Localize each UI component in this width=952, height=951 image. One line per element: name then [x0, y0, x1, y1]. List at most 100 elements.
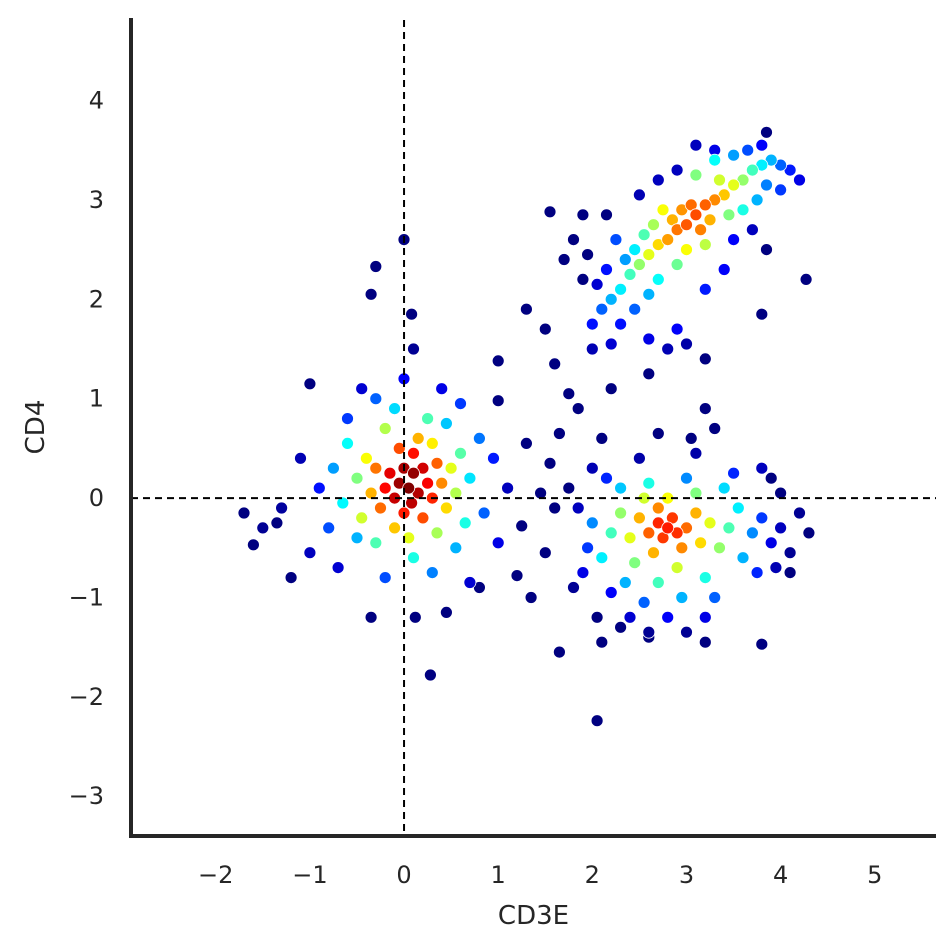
- data-point: [600, 471, 613, 485]
- data-point: [708, 422, 722, 435]
- data-point: [472, 431, 486, 445]
- data-point: [388, 402, 402, 416]
- x-axis-ticks: −2 −1 0 1 2 3 4 5: [198, 861, 882, 889]
- y-tick-label: 1: [89, 385, 104, 413]
- data-point: [623, 610, 637, 624]
- data-point: [614, 481, 627, 495]
- data-point: [553, 645, 566, 659]
- x-tick-label: 5: [867, 861, 882, 889]
- data-point: [731, 501, 745, 515]
- data-point: [538, 322, 552, 336]
- data-point: [799, 272, 813, 286]
- data-point: [642, 287, 656, 301]
- data-point: [642, 367, 656, 381]
- data-point: [727, 466, 740, 480]
- data-point: [369, 392, 383, 406]
- y-tick-label: 4: [89, 87, 104, 115]
- data-point: [717, 481, 731, 495]
- data-point: [651, 576, 665, 589]
- data-point: [402, 481, 416, 495]
- y-tick-label: −2: [69, 683, 104, 711]
- data-point: [609, 233, 623, 247]
- data-point: [303, 377, 317, 391]
- data-point: [538, 546, 552, 560]
- data-point: [571, 501, 585, 515]
- data-point: [407, 342, 420, 356]
- data-point: [515, 519, 529, 533]
- data-point: [454, 397, 467, 411]
- data-point: [595, 551, 609, 565]
- data-point: [510, 569, 524, 582]
- data-point: [581, 248, 594, 262]
- data-point: [736, 203, 750, 217]
- data-point: [793, 173, 806, 187]
- data-point: [680, 625, 693, 639]
- data-point: [651, 427, 665, 440]
- data-point: [595, 302, 609, 316]
- data-point: [590, 277, 604, 291]
- data-point: [449, 541, 463, 555]
- data-point: [571, 402, 585, 416]
- data-point: [769, 561, 783, 574]
- data-point: [746, 163, 759, 177]
- data-point: [618, 253, 632, 266]
- data-point: [369, 260, 383, 273]
- data-point: [670, 258, 684, 271]
- data-point: [585, 461, 599, 475]
- data-point: [600, 263, 613, 276]
- data-point: [439, 417, 453, 430]
- x-tick-label: 1: [491, 861, 506, 889]
- data-point: [703, 516, 717, 530]
- data-point: [237, 506, 251, 520]
- data-point: [411, 431, 425, 445]
- data-point: [576, 272, 590, 286]
- data-point: [439, 501, 453, 515]
- data-point: [463, 471, 477, 485]
- data-point: [727, 148, 740, 162]
- data-point: [590, 714, 604, 728]
- data-point: [698, 571, 712, 584]
- data-point: [487, 451, 500, 465]
- data-point: [760, 243, 773, 257]
- data-point: [444, 461, 458, 475]
- data-point: [637, 596, 651, 609]
- data-point: [708, 591, 722, 604]
- data-point: [604, 526, 618, 540]
- y-tick-label: 2: [89, 285, 104, 313]
- data-point: [628, 556, 642, 570]
- data-point: [656, 203, 670, 217]
- data-point: [548, 501, 562, 515]
- data-point: [637, 228, 651, 242]
- data-point: [326, 461, 340, 475]
- axes: [129, 18, 936, 838]
- data-point: [359, 451, 373, 465]
- data-point: [425, 566, 439, 579]
- data-point: [746, 223, 759, 237]
- data-point: [698, 282, 712, 296]
- data-point: [275, 501, 289, 515]
- data-point: [421, 412, 435, 426]
- data-point: [774, 183, 787, 197]
- data-point: [802, 526, 816, 540]
- data-point: [618, 576, 632, 589]
- data-point: [388, 521, 402, 535]
- data-point: [633, 258, 646, 271]
- data-point: [364, 287, 378, 301]
- data-point: [562, 387, 576, 401]
- data-point: [614, 506, 627, 520]
- data-point: [585, 317, 599, 331]
- data-point: [717, 263, 731, 276]
- data-point: [647, 218, 660, 232]
- data-point: [402, 531, 416, 545]
- data-point: [764, 536, 778, 550]
- data-point: [392, 441, 406, 455]
- data-point: [689, 208, 703, 222]
- data-point: [647, 546, 660, 560]
- data-point: [774, 486, 787, 500]
- data-point: [764, 471, 778, 485]
- data-point: [543, 205, 557, 219]
- data-point: [567, 581, 580, 594]
- data-point: [543, 456, 557, 470]
- data-point: [378, 481, 392, 495]
- data-point: [614, 282, 627, 296]
